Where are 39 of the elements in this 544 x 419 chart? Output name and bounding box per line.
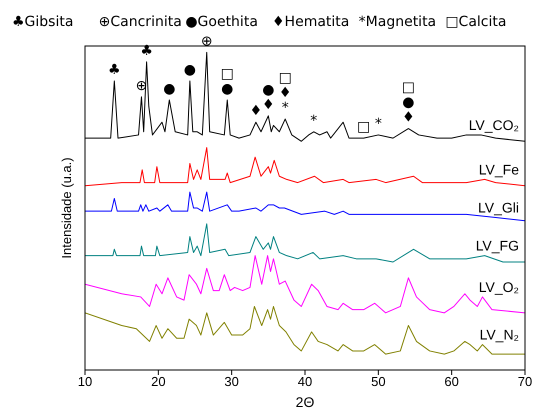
annotation: □ [278, 70, 292, 86]
text: *Magnetita [358, 14, 436, 30]
x-tick-label: 70 [518, 374, 532, 390]
series-label: LV_FG [476, 238, 519, 254]
text: ●Goethita [185, 14, 258, 30]
series-label: LV_Gli [478, 200, 519, 216]
series-label: LV_Fe [478, 161, 520, 178]
annotation: ♦ [402, 110, 415, 126]
annotation: □ [402, 80, 416, 96]
text: ♦Hematita [272, 14, 350, 30]
annotation: ♣ [108, 62, 121, 78]
x-tick-label: 30 [224, 374, 239, 390]
series-label: LV_O₂ [478, 278, 519, 295]
annotation: ● [184, 62, 196, 78]
x-tick-label: 40 [298, 374, 312, 390]
x-axis-title: 2Θ [296, 394, 314, 410]
x-tick-label: 60 [444, 374, 459, 390]
x-tick-label: 50 [371, 374, 386, 390]
series-label: LV_CO₂ [468, 116, 519, 133]
annotation: ● [163, 81, 176, 97]
y-axis-title: Intensidade (u.a.) [59, 157, 74, 259]
annotation: ⊕ [200, 33, 213, 50]
annotation: ● [402, 94, 415, 111]
text: ⊕Cancrinita [98, 14, 182, 30]
text: ♣Gibsita [12, 14, 74, 30]
annotation: * [374, 116, 382, 132]
annotation: * [310, 112, 318, 129]
text: □Calcita [445, 14, 506, 30]
annotation: ● [221, 81, 234, 97]
annotation: ♦ [250, 103, 262, 120]
x-tick-label: 10 [78, 374, 92, 390]
annotation: * [282, 100, 289, 116]
series-label: LV_N₂ [480, 326, 519, 343]
annotation: ♦ [262, 96, 275, 113]
annotation: □ [220, 66, 234, 82]
annotation: ● [262, 82, 274, 98]
annotation: □ [357, 119, 370, 136]
annotation: ♦ [278, 85, 292, 102]
x-tick-label: 20 [151, 374, 166, 390]
